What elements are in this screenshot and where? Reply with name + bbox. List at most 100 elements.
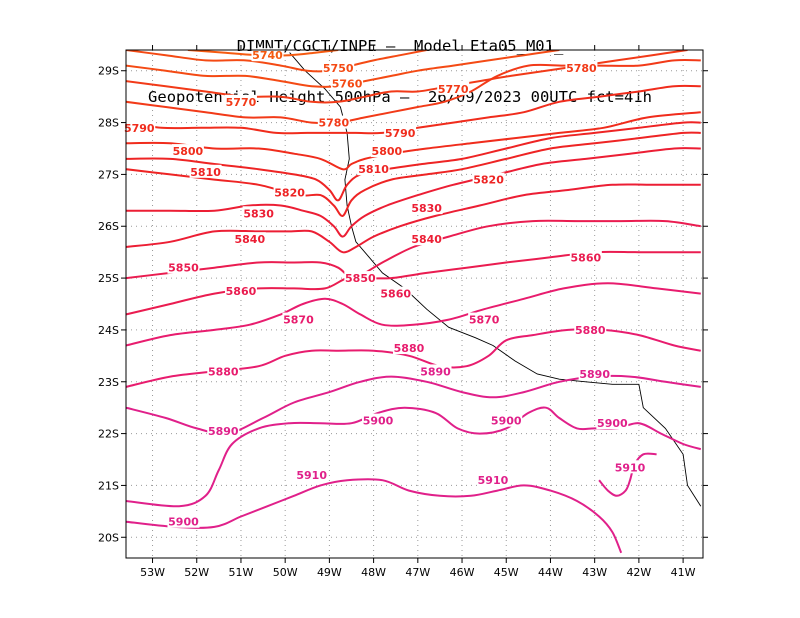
y-tick-label: 24S (98, 324, 119, 337)
contour-line-5850 (126, 219, 701, 280)
contour-label-bg (362, 413, 395, 427)
contour-label-bg (476, 473, 509, 487)
contour-label-bg (295, 468, 328, 482)
contour-label: 5850 (168, 262, 199, 275)
y-tick-label: 26S (98, 220, 119, 233)
contour-label: 5820 (274, 187, 305, 200)
contour-label-bg (410, 232, 443, 246)
contour-label: 5910 (296, 469, 327, 482)
y-tick-label: 22S (98, 428, 119, 441)
contour-label-bg (614, 460, 647, 474)
y-tick-label: 29S (98, 65, 119, 78)
contour-label: 5860 (226, 285, 257, 298)
contour-label-bg (468, 312, 501, 326)
contour-label: 5890 (579, 368, 610, 381)
contour-label-bg (574, 322, 607, 336)
y-axis: 20S 21S 22S 23S 24S 25S 26S 27S 28S 29S (98, 65, 708, 544)
contour-label: 5840 (411, 233, 442, 246)
y-tick-label: 27S (98, 168, 119, 181)
x-tick-label: 46W (450, 566, 475, 579)
contour-label-bg (242, 206, 275, 220)
contour-label: 5860 (571, 251, 602, 264)
contour-label: 5790 (385, 127, 416, 140)
y-tick-label: 21S (98, 479, 119, 492)
contour-line-5820 (126, 131, 701, 217)
contour-label: 5850 (345, 272, 376, 285)
contour-label: 5870 (283, 314, 314, 327)
contour-label: 5750 (323, 62, 354, 75)
contour-label: 5900 (491, 415, 522, 428)
x-axis: 53W 52W 51W 50W 49W 48W 47W 46W 45W 44W 43W 42W 41W (140, 45, 696, 579)
contour-label-bg (437, 81, 470, 95)
contour-line-5910 (598, 452, 657, 497)
contour-label: 5770 (226, 96, 257, 109)
contour-label: 5830 (243, 207, 274, 220)
y-tick-label: 25S (98, 272, 119, 285)
contour-label: 5880 (394, 342, 425, 355)
contour-lines (126, 50, 702, 554)
x-tick-label: 53W (140, 566, 165, 579)
y-tick-label: 23S (98, 376, 119, 389)
contour-label-bg (490, 413, 523, 427)
x-tick-label: 51W (229, 566, 254, 579)
contour-label-bg (207, 424, 240, 437)
contour-line-5910 (126, 478, 623, 554)
contour-label-bg (251, 48, 284, 62)
x-tick-label: 43W (582, 566, 607, 579)
contour-label: 5880 (208, 365, 239, 378)
contour-line-5780 (126, 59, 701, 125)
x-tick-label: 41W (671, 566, 696, 579)
plot-frame (125, 49, 704, 559)
contour-line-5800 (126, 111, 701, 171)
contour-label-bg (392, 341, 425, 355)
coastline-segment (351, 226, 702, 507)
contour-label: 5830 (411, 202, 442, 215)
contour-label-bg (410, 201, 443, 215)
contour-label-bg (331, 76, 364, 90)
contour-line-5830 (126, 147, 701, 238)
contour-label: 5890 (420, 365, 451, 378)
contour-label-bg (565, 61, 598, 75)
contour-label: 5760 (332, 78, 363, 91)
x-tick-label: 52W (184, 566, 209, 579)
contour-label-bg (578, 366, 611, 380)
contour-label: 5810 (190, 166, 221, 179)
contour-label: 5740 (252, 49, 283, 62)
contour-label-bg (419, 364, 452, 378)
contour-label: 5880 (575, 324, 606, 337)
contour-label-bg (282, 312, 315, 326)
y-tick-label: 20S (98, 531, 119, 544)
contour-label: 5900 (597, 417, 628, 430)
contour-label-bg (569, 250, 602, 264)
contour-label-bg (273, 185, 306, 199)
contour-label-bg (224, 94, 257, 108)
contour-labels: 5910 5910 5910 5900 5900 5900 5900 5890 5890 5890… (123, 48, 647, 529)
contour-label: 5900 (363, 415, 394, 428)
contour-label-bg (472, 172, 505, 186)
contour-label: 5900 (168, 516, 199, 529)
contour-label-bg (344, 271, 377, 285)
x-tick-label: 44W (538, 566, 563, 579)
contour-label: 5790 (124, 122, 155, 135)
contour-label-bg (384, 125, 417, 139)
contour-line-5750 (126, 50, 427, 73)
contour-label: 5800 (372, 145, 403, 158)
contour-line-5840 (126, 183, 701, 254)
contour-label: 5860 (380, 288, 411, 301)
contour-label: 5910 (478, 474, 509, 487)
contour-label-bg (167, 260, 200, 274)
x-tick-label: 42W (626, 566, 651, 579)
x-tick-label: 49W (317, 566, 342, 579)
contour-label: 5780 (318, 117, 349, 130)
contour-label-bg (357, 162, 390, 176)
contour-label: 5890 (208, 425, 239, 438)
grid-lines (126, 50, 703, 558)
contour-label-bg (171, 144, 204, 158)
contour-label: 5840 (234, 233, 265, 246)
contour-label: 5780 (566, 62, 597, 75)
contour-label: 5770 (438, 83, 469, 96)
contour-label-bg (596, 416, 629, 430)
x-tick-label: 47W (405, 566, 430, 579)
x-tick-label: 48W (361, 566, 386, 579)
